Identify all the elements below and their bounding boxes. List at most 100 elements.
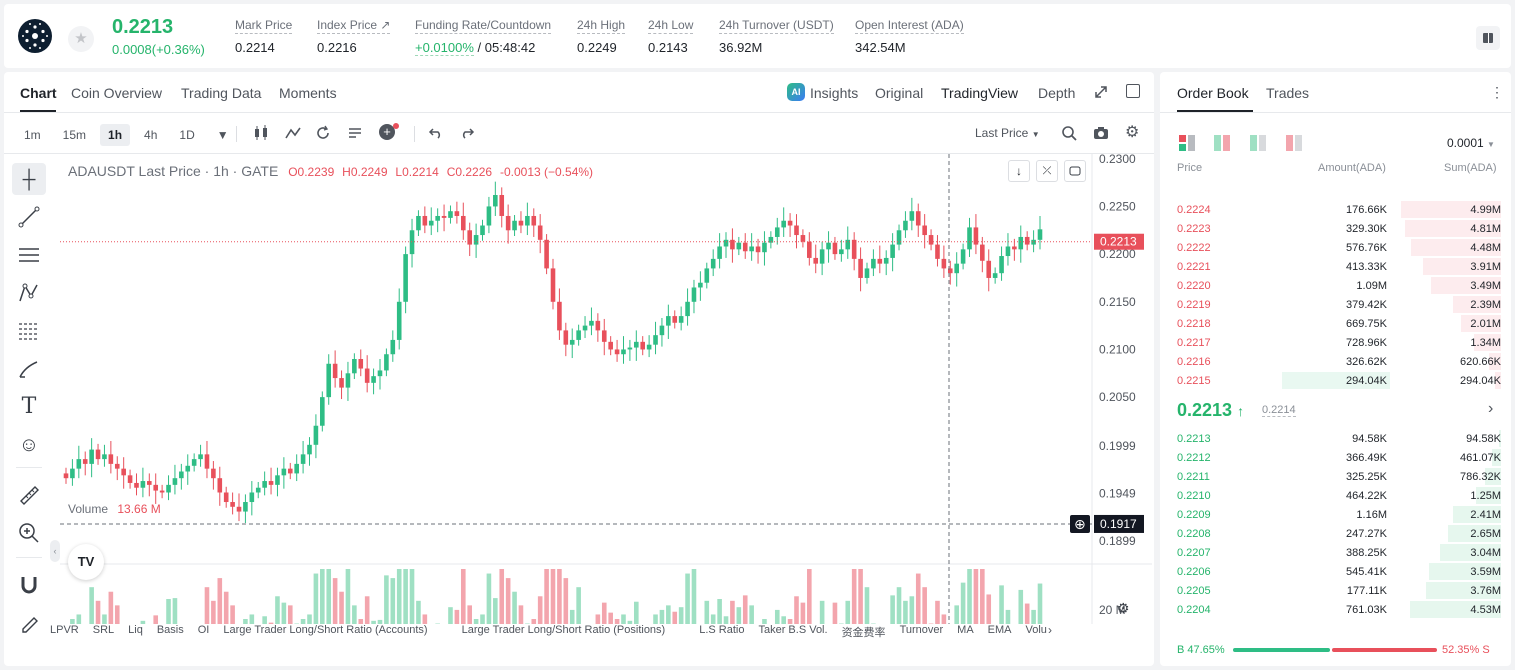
- text-tool-icon[interactable]: T: [21, 394, 37, 419]
- indicator-5[interactable]: Large Trader Long/Short Ratio (Accounts): [223, 624, 428, 636]
- ask-row[interactable]: 0.2222 576.76K 4.48M: [1160, 238, 1511, 257]
- tab-trades[interactable]: Trades: [1266, 85, 1310, 101]
- candle-body: [473, 235, 479, 245]
- ai-insights-icon[interactable]: AI: [787, 83, 805, 101]
- view-original[interactable]: Original: [875, 85, 924, 101]
- indicator-12[interactable]: EMA: [987, 624, 1012, 636]
- add-indicator-icon[interactable]: +: [379, 124, 395, 140]
- ask-row[interactable]: 0.2218 669.75K 2.01M: [1160, 314, 1511, 333]
- indicator-3[interactable]: Basis: [156, 624, 184, 636]
- horizontal-lines-tool-icon[interactable]: [12, 239, 46, 271]
- ask-row[interactable]: 0.2219 379.42K 2.39M: [1160, 295, 1511, 314]
- bid-row[interactable]: 0.2206 545.41K 3.59M: [1160, 562, 1511, 581]
- tab-chart[interactable]: Chart: [20, 85, 57, 101]
- collapse-toolbar-icon[interactable]: ‹: [50, 540, 60, 562]
- chevron-right-icon[interactable]: ›: [1488, 400, 1494, 417]
- indicator-7[interactable]: L.S Ratio: [699, 624, 745, 636]
- view-depth[interactable]: Depth: [1038, 85, 1076, 101]
- ask-row[interactable]: 0.2216 326.62K 620.66K: [1160, 352, 1511, 371]
- view-split-icon[interactable]: [1214, 135, 1230, 154]
- tf-1d[interactable]: 1D: [179, 128, 195, 142]
- bid-row[interactable]: 0.2208 247.27K 2.65M: [1160, 524, 1511, 543]
- fibonacci-tool-icon[interactable]: [12, 315, 46, 347]
- view-bids-icon[interactable]: [1250, 135, 1266, 154]
- candle-body: [204, 454, 210, 469]
- favorite-star-icon[interactable]: ★: [68, 26, 94, 52]
- indicator-10[interactable]: Turnover: [899, 624, 944, 636]
- bid-row[interactable]: 0.2212 366.49K 461.07K: [1160, 448, 1511, 467]
- indicator-8[interactable]: Taker B.S Vol.: [758, 624, 828, 636]
- chart-settings-icon[interactable]: ⚙: [1117, 600, 1130, 616]
- indicator-1[interactable]: SRL: [92, 624, 115, 636]
- pattern-tool-icon[interactable]: [12, 277, 46, 309]
- zoom-in-icon[interactable]: [12, 517, 46, 549]
- tab-trading-data[interactable]: Trading Data: [181, 85, 262, 101]
- indicator-2[interactable]: Liq: [128, 624, 143, 636]
- indicator-0[interactable]: LPVR: [50, 624, 79, 636]
- indicator-4[interactable]: OI: [197, 624, 210, 636]
- indicators-icon[interactable]: [284, 125, 302, 144]
- view-insights[interactable]: Insights: [810, 85, 859, 101]
- template-icon[interactable]: [347, 125, 363, 144]
- bid-row[interactable]: 0.2209 1.16M 2.41M: [1160, 505, 1511, 524]
- more-options-icon[interactable]: ⋮: [1490, 84, 1504, 100]
- bid-row[interactable]: 0.2211 325.25K 786.32K: [1160, 467, 1511, 486]
- bid-row[interactable]: 0.2210 464.22K 1.25M: [1160, 486, 1511, 505]
- indicator-9[interactable]: 资金费率: [841, 627, 886, 639]
- lock-drawing-icon[interactable]: [12, 607, 46, 639]
- tf-4h[interactable]: 4h: [144, 128, 158, 142]
- candle-type-icon[interactable]: [252, 125, 270, 144]
- indicator-11[interactable]: MA: [957, 624, 974, 636]
- ask-row[interactable]: 0.2221 413.33K 3.91M: [1160, 257, 1511, 276]
- chevron-down-icon[interactable]: ▼: [216, 128, 229, 142]
- redo-icon[interactable]: [459, 125, 475, 144]
- price-change: 0.0008(+0.36%): [112, 42, 205, 57]
- crosshair-tool-icon[interactable]: ┼: [12, 163, 46, 195]
- ask-row[interactable]: 0.2217 728.96K 1.34M: [1160, 333, 1511, 352]
- view-tradingview[interactable]: TradingView: [941, 85, 1019, 101]
- bid-row[interactable]: 0.2207 388.25K 3.04M: [1160, 543, 1511, 562]
- undo-icon[interactable]: [428, 125, 444, 144]
- camera-icon[interactable]: [1093, 125, 1109, 144]
- indicator-13[interactable]: Volu: [1025, 624, 1047, 636]
- settings-gear-icon[interactable]: ⚙: [1125, 124, 1140, 141]
- magnet-icon[interactable]: [12, 569, 46, 601]
- view-both-icon[interactable]: [1179, 135, 1195, 154]
- search-icon[interactable]: [1061, 125, 1077, 144]
- price-chart[interactable]: 0.2300 0.2250 0.2200 0.2150 0.2100 0.2050 0.19…: [4, 154, 1154, 624]
- chevron-right-icon[interactable]: ›: [1048, 623, 1052, 637]
- ask-row[interactable]: 0.2215 294.04K 294.04K: [1160, 371, 1511, 390]
- bid-row[interactable]: 0.2204 761.03K 4.53M: [1160, 600, 1511, 619]
- fit-screen-icon[interactable]: [1064, 160, 1086, 182]
- ask-row[interactable]: 0.2220 1.09M 3.49M: [1160, 276, 1511, 295]
- index-price-stat[interactable]: Index Price ↗ 0.2216: [317, 18, 391, 55]
- collapse-icon[interactable]: ⤫: [1036, 160, 1058, 182]
- tradingview-logo-icon[interactable]: TV: [68, 544, 104, 580]
- tab-moments[interactable]: Moments: [279, 85, 337, 101]
- bid-row[interactable]: 0.2213 94.58K 94.58K: [1160, 429, 1511, 448]
- tf-15m[interactable]: 15m: [62, 128, 87, 142]
- volume-bar: [403, 569, 408, 624]
- indicator-6[interactable]: Large Trader Long/Short Ratio (Positions…: [461, 624, 666, 636]
- ask-sum: 294.04K: [1460, 375, 1501, 387]
- tab-coin-overview[interactable]: Coin Overview: [71, 85, 163, 101]
- trendline-tool-icon[interactable]: [12, 201, 46, 233]
- brush-tool-icon[interactable]: [12, 353, 46, 385]
- ask-row[interactable]: 0.2223 329.30K 4.81M: [1160, 219, 1511, 238]
- tf-1m[interactable]: 1m: [24, 128, 41, 142]
- ruler-tool-icon[interactable]: [12, 479, 46, 511]
- book-icon[interactable]: [1476, 26, 1500, 50]
- emoji-tool-icon[interactable]: ☺: [18, 434, 40, 456]
- scroll-down-icon[interactable]: ↓: [1008, 160, 1030, 182]
- tab-order-book[interactable]: Order Book: [1177, 85, 1249, 101]
- bid-row[interactable]: 0.2205 177.11K 3.76M: [1160, 581, 1511, 600]
- tf-1h[interactable]: 1h: [100, 124, 131, 146]
- refresh-icon[interactable]: [315, 125, 331, 144]
- window-icon[interactable]: [1126, 84, 1140, 98]
- precision-select[interactable]: 0.0001 ▼: [1447, 136, 1495, 150]
- ask-amount: 413.33K: [1346, 261, 1387, 273]
- view-asks-icon[interactable]: [1286, 135, 1302, 154]
- expand-icon[interactable]: [1093, 84, 1109, 103]
- ask-row[interactable]: 0.2224 176.66K 4.99M: [1160, 200, 1511, 219]
- price-type-select[interactable]: Last Price ▼: [975, 126, 1040, 140]
